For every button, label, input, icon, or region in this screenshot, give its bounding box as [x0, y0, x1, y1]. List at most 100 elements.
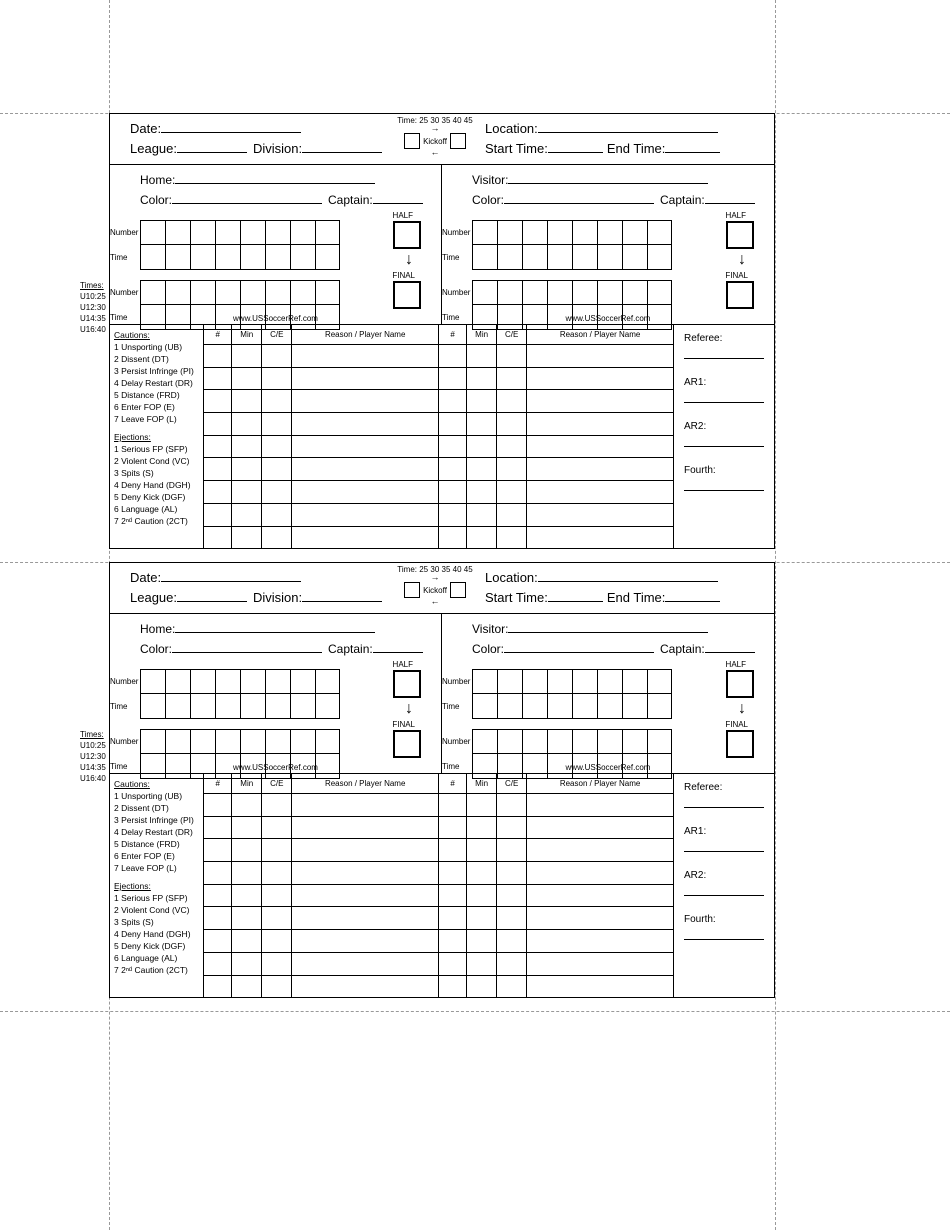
visitor-color-field[interactable]: [504, 640, 654, 653]
url-label: www.USSoccerRef.com: [110, 763, 441, 772]
arrow-down-icon: ↓: [405, 251, 413, 269]
times-legend: Times: U10:25U12:30 U14:35U16:40: [80, 280, 106, 335]
visitor-half-score[interactable]: [726, 221, 754, 249]
home-cards-table[interactable]: # Min C/E Reason / Player Name: [204, 774, 439, 998]
captain-label: Captain:: [328, 642, 373, 656]
arrow-down-icon: ↓: [405, 700, 413, 718]
url-label: www.USSoccerRef.com: [110, 314, 441, 323]
arrow-down-icon: ↓: [738, 700, 746, 718]
home-half-score[interactable]: [393, 670, 421, 698]
final-label: FINAL: [725, 271, 748, 280]
end-time-field[interactable]: [665, 589, 720, 602]
division-field[interactable]: [302, 140, 382, 153]
visitor-cards-table[interactable]: # Min C/E Reason / Player Name: [439, 774, 674, 998]
ar1-label: AR1:: [684, 377, 764, 388]
visitor-half-score[interactable]: [726, 670, 754, 698]
referee-label: Referee:: [684, 333, 764, 344]
kickoff-box-left[interactable]: [404, 582, 420, 598]
ar2-field[interactable]: [684, 435, 764, 447]
visitor-final-score[interactable]: [726, 730, 754, 758]
visitor-final-score[interactable]: [726, 281, 754, 309]
home-final-score[interactable]: [393, 730, 421, 758]
ar1-field[interactable]: [684, 391, 764, 403]
home-color-field[interactable]: [172, 191, 322, 204]
home-team-section: Home: Color: Captain: Times: U10:25U12:3…: [110, 164, 442, 324]
kickoff-box-right[interactable]: [450, 133, 466, 149]
fourth-label: Fourth:: [684, 465, 764, 476]
final-label: FINAL: [725, 720, 748, 729]
date-field[interactable]: [161, 120, 301, 133]
home-final-score[interactable]: [393, 281, 421, 309]
half-label: HALF: [393, 660, 413, 669]
home-label: Home:: [140, 622, 175, 636]
league-label: League:: [130, 590, 177, 605]
visitor-captain-field[interactable]: [705, 191, 755, 204]
visitor-name-field[interactable]: [508, 620, 708, 633]
captain-label: Captain:: [328, 193, 373, 207]
times-legend: Times: U10:25U12:30 U14:35U16:40: [80, 729, 106, 784]
date-label: Date:: [130, 570, 161, 585]
ar2-field[interactable]: [684, 884, 764, 896]
visitor-team-section: Visitor: Color: Captain: Number Time Num…: [442, 164, 774, 324]
start-time-field[interactable]: [548, 589, 603, 602]
color-label: Color:: [140, 193, 172, 207]
final-label: FINAL: [392, 720, 415, 729]
location-label: Location:: [485, 121, 538, 136]
home-captain-field[interactable]: [373, 640, 423, 653]
end-time-label: End Time:: [607, 141, 666, 156]
visitor-name-field[interactable]: [508, 171, 708, 184]
home-name-field[interactable]: [175, 171, 375, 184]
visitor-label: Visitor:: [472, 622, 508, 636]
visitor-color-field[interactable]: [504, 191, 654, 204]
final-label: FINAL: [392, 271, 415, 280]
kickoff-box-left[interactable]: [404, 133, 420, 149]
captain-label: Captain:: [660, 193, 705, 207]
visitor-score-grid-1[interactable]: Number Time: [472, 220, 672, 270]
arrow-left-icon: ←: [395, 598, 475, 605]
kickoff-box-right[interactable]: [450, 582, 466, 598]
home-score-grid-1[interactable]: Number Time: [140, 220, 340, 270]
half-label: HALF: [393, 211, 413, 220]
league-field[interactable]: [177, 589, 247, 602]
match-card: Date: League: Division: Time: 25 30 35 4…: [109, 562, 775, 998]
half-label: HALF: [726, 211, 746, 220]
home-team-section: Home: Color: Captain: Times: U10:25U12:3…: [110, 613, 442, 773]
date-field[interactable]: [161, 569, 301, 582]
end-time-label: End Time:: [607, 590, 666, 605]
location-field[interactable]: [538, 120, 718, 133]
visitor-score-grid-1[interactable]: Number Time: [472, 669, 672, 719]
referee-field[interactable]: [684, 796, 764, 808]
date-label: Date:: [130, 121, 161, 136]
url-label: www.USSoccerRef.com: [442, 314, 774, 323]
home-half-score[interactable]: [393, 221, 421, 249]
division-label: Division:: [253, 590, 302, 605]
ar1-field[interactable]: [684, 840, 764, 852]
referee-field[interactable]: [684, 347, 764, 359]
end-time-field[interactable]: [665, 140, 720, 153]
visitor-captain-field[interactable]: [705, 640, 755, 653]
arrow-right-icon: →: [395, 125, 475, 132]
header-row: Date: League: Division: Time: 25 30 35 4…: [110, 114, 774, 164]
home-captain-field[interactable]: [373, 191, 423, 204]
fourth-field[interactable]: [684, 479, 764, 491]
match-card: Date: League: Division: Time: 25 30 35 4…: [109, 113, 775, 549]
home-name-field[interactable]: [175, 620, 375, 633]
home-cards-table[interactable]: # Min C/E Reason / Player Name: [204, 325, 439, 549]
home-color-field[interactable]: [172, 640, 322, 653]
start-time-field[interactable]: [548, 140, 603, 153]
fourth-label: Fourth:: [684, 914, 764, 925]
division-field[interactable]: [302, 589, 382, 602]
fourth-field[interactable]: [684, 928, 764, 940]
home-score-grid-1[interactable]: Number Time: [140, 669, 340, 719]
color-label: Color:: [140, 642, 172, 656]
ar2-label: AR2:: [684, 421, 764, 432]
league-field[interactable]: [177, 140, 247, 153]
visitor-cards-table[interactable]: # Min C/E Reason / Player Name: [439, 325, 674, 549]
codes-legend: Cautions: 1 Unsporting (UB)2 Dissent (DT…: [110, 774, 204, 998]
division-label: Division:: [253, 141, 302, 156]
location-field[interactable]: [538, 569, 718, 582]
league-label: League:: [130, 141, 177, 156]
kickoff-label: Kickoff: [423, 137, 447, 146]
half-label: HALF: [726, 660, 746, 669]
arrow-left-icon: ←: [395, 149, 475, 156]
